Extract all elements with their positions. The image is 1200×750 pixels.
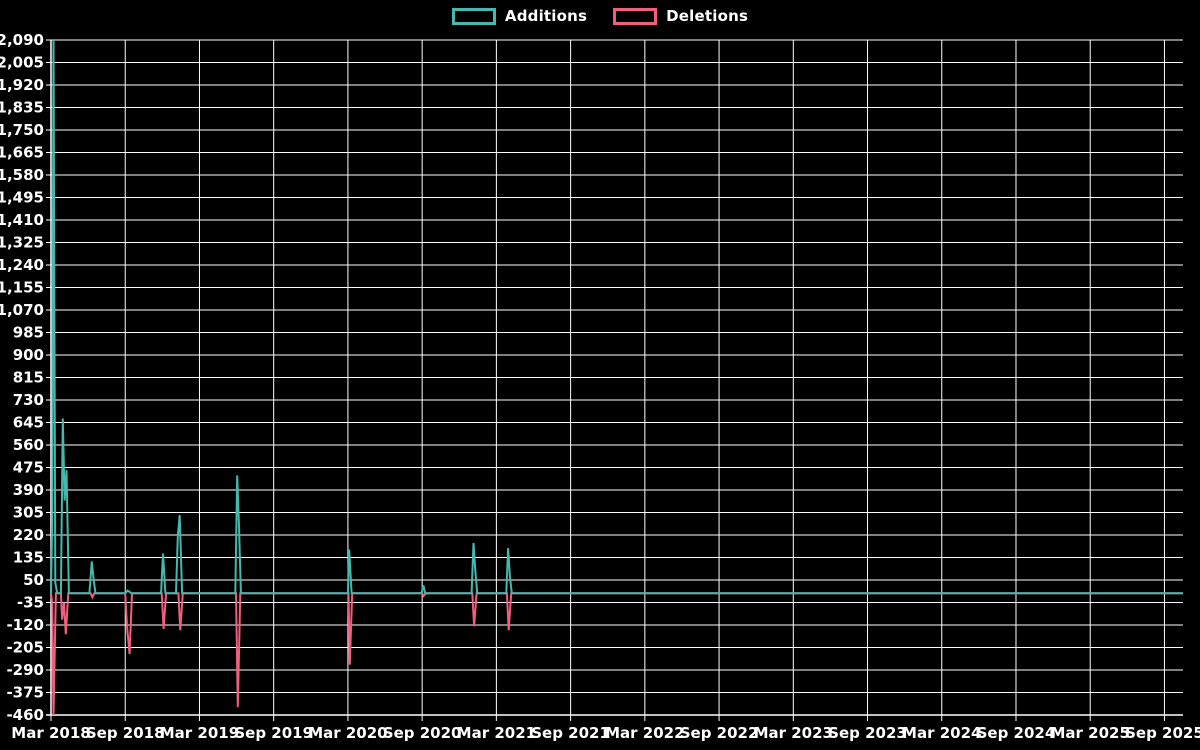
y-tick-label: 560 bbox=[13, 436, 44, 454]
x-tick-label: Mar 2024 bbox=[902, 724, 981, 742]
axes bbox=[46, 40, 1183, 716]
series-line-deletions bbox=[50, 592, 1183, 716]
series-line-additions bbox=[50, 39, 1183, 595]
y-tick-label: 1,410 bbox=[0, 211, 44, 229]
y-tick-label: 900 bbox=[13, 346, 44, 364]
x-tick-label: Mar 2022 bbox=[605, 724, 684, 742]
x-tick-label: Sep 2020 bbox=[383, 724, 462, 742]
x-tick-label: Sep 2024 bbox=[977, 724, 1056, 742]
y-tick-label: 50 bbox=[23, 571, 44, 589]
x-tick-label: Sep 2018 bbox=[86, 724, 165, 742]
legend-item-additions[interactable]: Additions bbox=[451, 7, 588, 25]
y-tick-label: 1,325 bbox=[0, 234, 44, 252]
y-tick-label: 135 bbox=[13, 549, 44, 567]
y-tick-label: 1,495 bbox=[0, 189, 44, 207]
x-tick-label: Mar 2023 bbox=[754, 724, 833, 742]
y-tick-label: 2,090 bbox=[0, 31, 44, 49]
x-tick-label: Mar 2025 bbox=[1051, 724, 1130, 742]
y-tick-label: 2,005 bbox=[0, 54, 44, 72]
y-tick-label: 1,070 bbox=[0, 301, 44, 319]
x-tick-label: Sep 2025 bbox=[1125, 724, 1200, 742]
legend-label-deletions: Deletions bbox=[666, 7, 749, 25]
chart-legend: Additions Deletions bbox=[0, 7, 1200, 25]
additions-swatch-icon bbox=[451, 7, 496, 25]
y-tick-label: -205 bbox=[6, 639, 44, 657]
y-tick-label: 305 bbox=[13, 504, 44, 522]
y-tick-label: -120 bbox=[6, 616, 44, 634]
y-tick-label: 220 bbox=[13, 526, 44, 544]
x-tick-label: Mar 2019 bbox=[160, 724, 239, 742]
x-tick-label: Mar 2020 bbox=[308, 724, 387, 742]
y-tick-label: 1,835 bbox=[0, 99, 44, 117]
x-tick-label: Mar 2021 bbox=[457, 724, 536, 742]
y-tick-label: 815 bbox=[13, 369, 44, 387]
x-tick-label: Sep 2023 bbox=[828, 724, 907, 742]
y-tick-label: -35 bbox=[17, 594, 44, 612]
y-tick-label: 1,155 bbox=[0, 279, 44, 297]
x-tick-label: Sep 2019 bbox=[234, 724, 313, 742]
y-grid-and-labels: 2,090 2,005 1,920 1,835 1,750 1,665 1,580 1,495… bbox=[0, 31, 1183, 724]
y-tick-label: 1,580 bbox=[0, 166, 44, 184]
y-tick-label: 985 bbox=[13, 324, 44, 342]
y-tick-label: 645 bbox=[13, 414, 44, 432]
y-tick-label: 1,750 bbox=[0, 121, 44, 139]
x-tick-label: Mar 2018 bbox=[11, 724, 90, 742]
y-tick-label: 1,665 bbox=[0, 144, 44, 162]
x-tick-label: Sep 2022 bbox=[680, 724, 759, 742]
y-tick-label: -460 bbox=[6, 706, 44, 724]
y-tick-label: 730 bbox=[13, 391, 44, 409]
deletions-swatch-icon bbox=[613, 7, 658, 25]
y-tick-label: 1,920 bbox=[0, 76, 44, 94]
y-tick-label: -375 bbox=[6, 684, 44, 702]
x-tick-label: Sep 2021 bbox=[531, 724, 610, 742]
y-tick-label: 475 bbox=[13, 459, 44, 477]
y-tick-label: 390 bbox=[13, 481, 44, 499]
y-tick-label: 1,240 bbox=[0, 256, 44, 274]
legend-item-deletions[interactable]: Deletions bbox=[613, 7, 748, 25]
legend-label-additions: Additions bbox=[504, 7, 588, 25]
y-tick-label: -290 bbox=[6, 661, 44, 679]
